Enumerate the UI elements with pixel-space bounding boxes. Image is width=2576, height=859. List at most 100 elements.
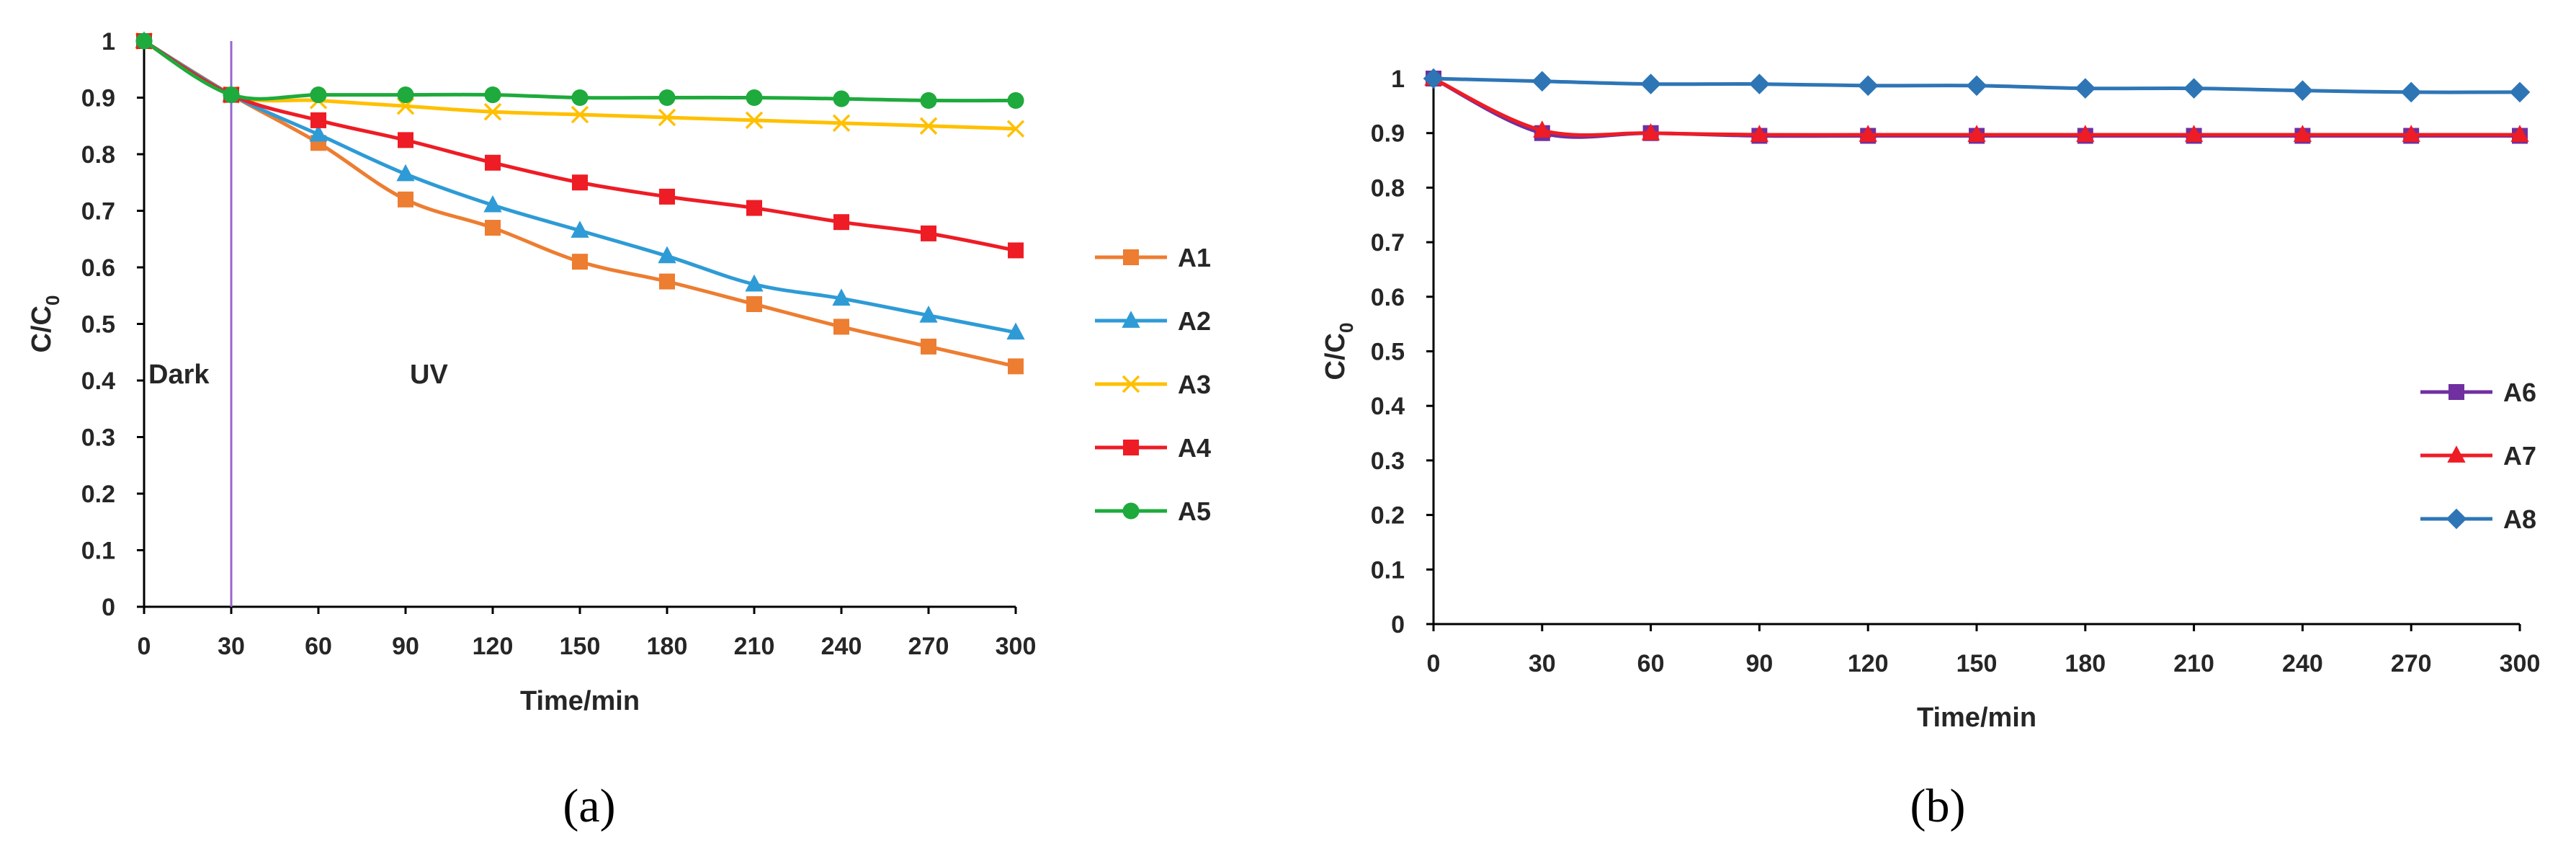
x-tick-label: 30: [1529, 650, 1556, 677]
data-point-a1: [833, 319, 849, 335]
legend-marker-a8: [2446, 508, 2467, 530]
y-tick-label: 0.6: [1371, 284, 1405, 311]
data-point-a4: [833, 214, 849, 231]
data-point-a2: [658, 246, 676, 264]
y-tick-label: 0.3: [81, 424, 115, 452]
legend-marker-a5: [1122, 502, 1140, 520]
data-point-a3: [658, 108, 676, 127]
x-tick-label: 90: [392, 633, 419, 660]
data-point-a4: [746, 200, 762, 216]
data-point-a1: [398, 191, 413, 208]
y-tick-label: 0.8: [81, 141, 115, 169]
annotation-dark: Dark: [148, 360, 210, 390]
series-a3: [135, 32, 1025, 138]
y-tick-label: 0.5: [81, 311, 115, 339]
data-point-a7: [2402, 125, 2420, 142]
data-point-a7: [2184, 125, 2204, 142]
data-point-a8: [2183, 78, 2204, 99]
data-point-a5: [746, 89, 763, 107]
data-point-a2: [309, 124, 328, 142]
legend-label-a1: A1: [1178, 243, 1211, 272]
legend-marker-a4: [1123, 440, 1139, 455]
y-axis-title-main: C/C: [27, 306, 57, 352]
x-tick-label: 90: [1745, 650, 1773, 677]
data-point-a1: [746, 296, 762, 313]
data-point-a2: [745, 274, 764, 292]
data-point-a2: [919, 305, 938, 323]
legend-entry-a8: A8: [2420, 504, 2536, 534]
data-point-a4: [1008, 242, 1024, 259]
y-tick-label: 0.1: [81, 538, 115, 565]
data-point-a4: [398, 132, 413, 148]
y-tick-label: 0.8: [1371, 174, 1405, 202]
series-a8: [1423, 68, 2531, 103]
legend-entry-a6: A6: [2420, 378, 2536, 407]
data-point-a7: [1641, 123, 1660, 141]
x-tick-label: 30: [218, 633, 245, 660]
x-axis-title: Time/min: [520, 686, 640, 716]
legend-label-a7: A7: [2503, 441, 2536, 471]
data-point-a7: [2510, 125, 2529, 142]
y-axis-title: C/C0: [1320, 323, 1357, 380]
x-axis-title: Time/min: [1917, 703, 2036, 733]
data-point-a4: [659, 188, 675, 205]
legend-marker-a6: [2448, 384, 2464, 400]
x-tick-label: 210: [2173, 650, 2214, 677]
legend-entry-a3: A3: [1095, 370, 1211, 399]
data-point-a7: [2076, 125, 2095, 142]
x-tick-label: 300: [2500, 650, 2541, 677]
legend-label-a3: A3: [1178, 370, 1211, 399]
legend-entry-a5: A5: [1095, 497, 1211, 526]
data-point-a7: [1967, 125, 1986, 142]
series-a7: [1424, 68, 2529, 142]
legend-marker-a2: [1122, 311, 1140, 328]
x-tick-label: 150: [560, 633, 601, 660]
data-point-a5: [484, 86, 501, 104]
data-point-a7: [1859, 125, 1877, 142]
legend-entry-a2: A2: [1095, 306, 1211, 336]
legend-entry-a4: A4: [1095, 433, 1211, 463]
data-point-a4: [310, 112, 326, 128]
legend-marker-a1: [1123, 249, 1139, 265]
y-axis-title-main: C/C: [1320, 333, 1351, 380]
data-point-a7: [2293, 125, 2312, 142]
data-point-a1: [1008, 358, 1024, 375]
x-tick-label: 180: [647, 633, 688, 660]
data-point-a3: [919, 117, 938, 135]
data-point-a3: [483, 102, 502, 121]
legend-label-a8: A8: [2503, 504, 2536, 534]
data-point-a8: [1640, 74, 1661, 94]
data-point-a2: [571, 221, 589, 238]
x-tick-label: 270: [908, 633, 949, 660]
data-point-a1: [659, 273, 675, 290]
data-point-a5: [833, 90, 850, 107]
series-a1: [136, 33, 1024, 375]
legend-label-a5: A5: [1178, 497, 1211, 526]
data-point-a5: [1007, 92, 1024, 109]
y-axis-title-subscript: 0: [1336, 323, 1357, 333]
data-point-a5: [920, 92, 937, 109]
chart-panel-b: 0 0.1 0.2 0.3 0.4 0.5 0.6 0.7 0.8 0.9 1 0 30 60 90 120 1…: [1320, 66, 2540, 733]
chart-panel-a: 0 0.1 0.2 0.3 0.4 0.5 0.6 0.7 0.8 0.9 1 0 30 60 90 120 1…: [27, 28, 1211, 716]
series-a5: [135, 32, 1024, 109]
x-tick-label: 210: [734, 633, 775, 660]
x-tick-label: 0: [138, 633, 151, 660]
data-point-a8: [1423, 68, 1444, 89]
y-tick-label: 0.1: [1371, 556, 1405, 584]
x-tick-label: 0: [1427, 650, 1441, 677]
data-point-a4: [921, 225, 936, 241]
legend-label-a4: A4: [1178, 433, 1211, 463]
data-point-a2: [832, 288, 851, 306]
data-point-a8: [2509, 81, 2531, 103]
data-point-a1: [921, 338, 936, 355]
y-tick-label: 0.9: [81, 85, 115, 112]
data-point-a2: [1006, 322, 1025, 340]
x-tick-label: 300: [996, 633, 1037, 660]
y-tick-label: 1: [1391, 66, 1405, 93]
legend-entry-a1: A1: [1095, 243, 1211, 272]
y-tick-label: 1: [102, 28, 115, 55]
legend-marker-a7: [2447, 445, 2466, 463]
y-tick-label: 0.2: [1371, 502, 1405, 530]
x-tick-label: 180: [2065, 650, 2106, 677]
